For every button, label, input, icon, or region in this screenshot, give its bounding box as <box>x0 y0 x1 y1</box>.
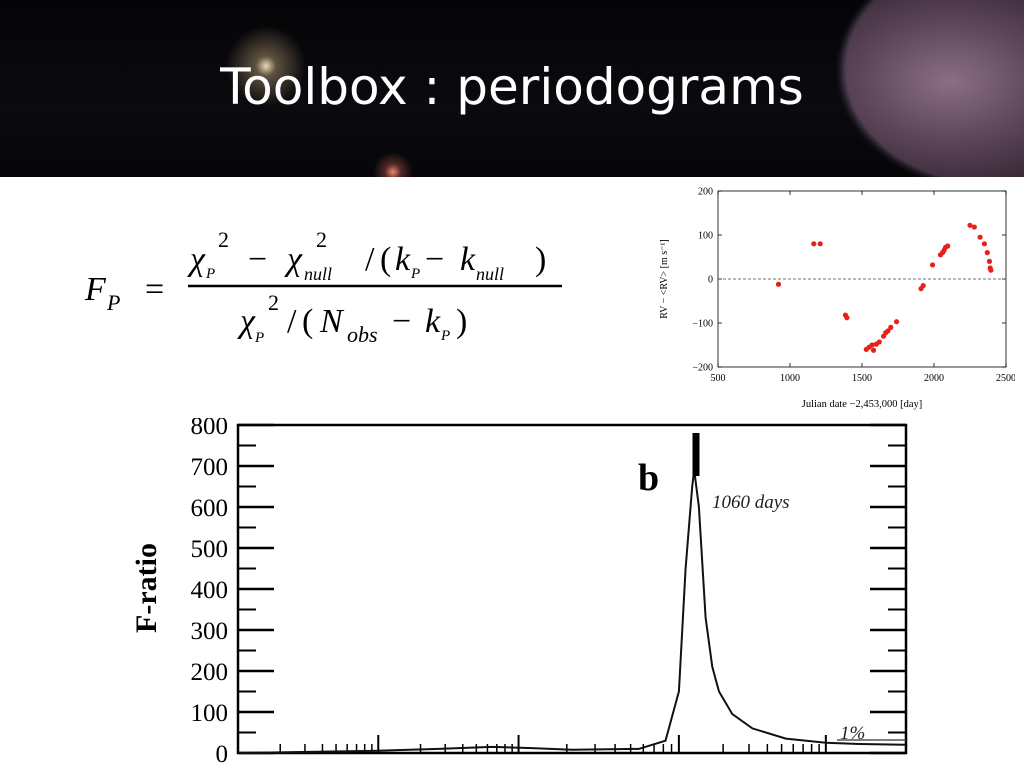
rv-data-point <box>888 324 894 330</box>
rv-data-point <box>945 243 951 249</box>
fr-y-tick-label: 100 <box>191 700 229 727</box>
den-n: N <box>319 303 345 340</box>
rv-y-tick-label: 0 <box>708 275 713 286</box>
num-k-1: k <box>395 241 411 278</box>
rv-data-point <box>817 241 823 247</box>
fr-panel-label: b <box>638 457 659 499</box>
rv-data-point <box>988 267 994 273</box>
rv-y-tick-label: −100 <box>692 319 713 330</box>
den-rparen: ) <box>456 303 467 340</box>
rv-x-tick-label: 2000 <box>924 373 944 384</box>
fr-y-tick-label: 200 <box>191 659 229 686</box>
rv-y-tick-label: 200 <box>698 187 713 198</box>
rv-data-point <box>876 339 882 345</box>
fr-y-tick-label: 0 <box>216 741 229 768</box>
num-minus-1: − <box>248 241 267 278</box>
formula-lhs-sub: P <box>106 290 120 315</box>
slide-title: Toolbox : periodograms <box>220 58 804 116</box>
num-sub-p: P <box>205 266 215 282</box>
rv-data-point <box>981 241 987 247</box>
fr-threshold-label: 1% <box>840 723 865 744</box>
rv-y-tick-label: 100 <box>698 231 713 242</box>
num-chi-2: χ <box>284 241 303 278</box>
rv-data-point <box>869 342 875 348</box>
rv-data-point <box>775 281 782 287</box>
num-slash: / <box>365 241 375 278</box>
fr-plot-frame <box>236 423 908 755</box>
fr-peak-label: 1060 days <box>712 492 790 513</box>
fr-y-tick-label: 300 <box>191 618 229 645</box>
rv-data-point <box>986 258 993 264</box>
f-ratio-periodogram: 0 100 200 300 400 500 600 700 800 b 1060 days 1%… <box>130 418 908 768</box>
rv-scatter-chart: 500 1000 1500 2000 2500 −200 −100 0 100 200 Julia… <box>659 187 1015 411</box>
rv-y-axis-label: RV − <RV> [m s⁻¹] <box>659 239 670 319</box>
den-lparen: ( <box>302 303 313 340</box>
num-k-2: k <box>460 241 476 278</box>
rv-y-tick-label: −200 <box>692 363 713 374</box>
fr-y-tick-label: 700 <box>191 454 229 481</box>
den-sub-p: P <box>254 330 264 346</box>
f-ratio-formula: F P = χ 2 P − χ 2 null / ( k P − k null … <box>84 227 562 347</box>
rv-data-point <box>811 241 817 247</box>
num-sq-2: 2 <box>316 227 327 252</box>
rv-x-tick-label: 1500 <box>852 373 872 384</box>
fr-y-tick-label: 400 <box>191 577 229 604</box>
formula-equals: = <box>145 271 164 308</box>
fr-y-tick-label: 600 <box>191 495 229 522</box>
rv-data-point <box>984 250 990 256</box>
rv-x-tick-label: 2500 <box>996 373 1015 384</box>
num-chi-1: χ <box>187 241 206 278</box>
rv-data-point <box>870 347 877 353</box>
rv-data-point <box>929 262 936 268</box>
den-k: k <box>425 303 441 340</box>
den-minus: − <box>392 303 411 340</box>
rv-data-point <box>920 283 926 289</box>
rv-data-point <box>844 315 850 321</box>
num-sub-null: null <box>304 264 332 284</box>
den-sub-obs: obs <box>347 322 378 347</box>
rv-data-point <box>885 328 891 334</box>
fr-y-tick-label: 500 <box>191 536 229 563</box>
rv-x-tick-label: 1000 <box>780 373 800 384</box>
num-sq-1: 2 <box>218 227 229 252</box>
den-sq: 2 <box>268 290 279 315</box>
num-minus-2: − <box>425 241 444 278</box>
fr-series-line <box>237 469 907 754</box>
den-chi: χ <box>237 303 256 340</box>
title-banner <box>0 0 1024 177</box>
fr-y-tick-label: 800 <box>191 418 229 440</box>
num-rparen: ) <box>535 241 546 278</box>
rv-data-point <box>967 222 973 228</box>
rv-x-axis-label: Julian date −2,453,000 [day] <box>802 399 923 410</box>
den-k-sub-p: P <box>440 328 450 344</box>
num-k-sub-p: P <box>410 266 420 282</box>
num-k-sub-null: null <box>476 264 504 284</box>
fr-y-axis-label: F-ratio <box>130 543 163 633</box>
rv-plot-frame <box>717 190 1007 368</box>
rv-data-point <box>977 234 983 240</box>
den-slash: / <box>287 303 297 340</box>
num-lparen: ( <box>380 241 391 278</box>
rv-x-tick-label: 500 <box>711 373 726 384</box>
rv-data-point <box>893 319 900 325</box>
formula-lhs-f: F <box>84 271 107 308</box>
rv-data-point <box>971 224 977 230</box>
